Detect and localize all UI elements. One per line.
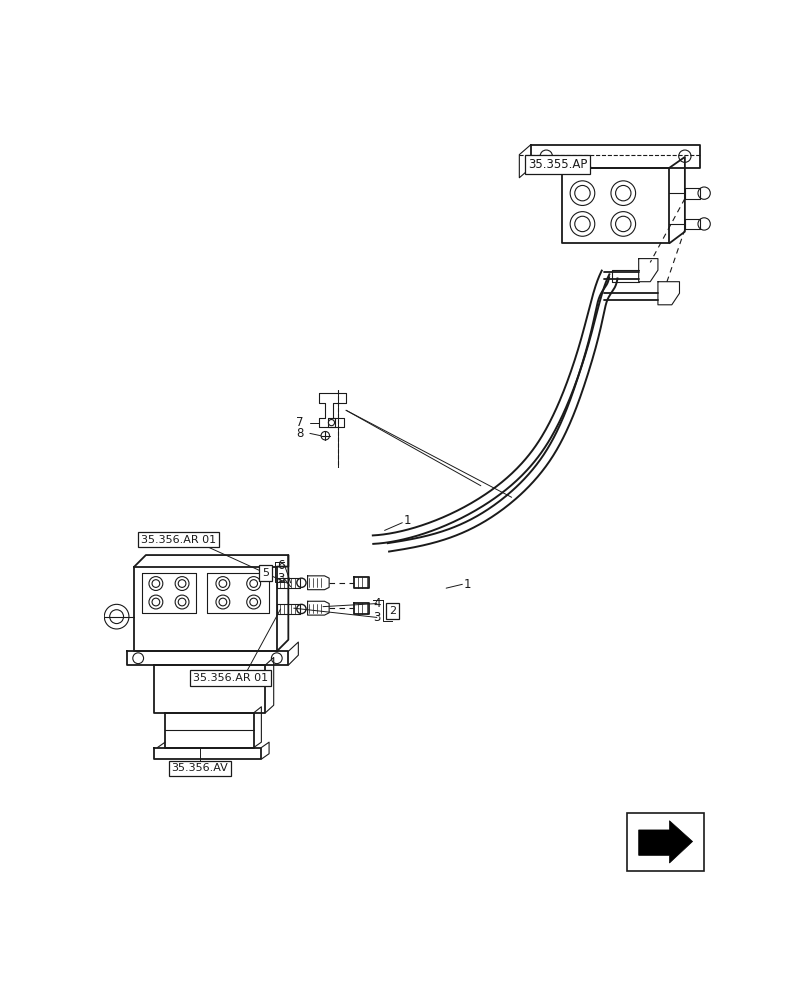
Text: 2: 2 xyxy=(388,606,395,616)
Polygon shape xyxy=(638,821,692,863)
Text: 7: 7 xyxy=(296,416,303,429)
Text: 35.356.AV: 35.356.AV xyxy=(171,763,228,773)
Text: 1: 1 xyxy=(463,578,471,591)
Text: 4: 4 xyxy=(373,597,380,610)
Text: 35.356.AR 01: 35.356.AR 01 xyxy=(140,535,216,545)
Text: 35.356.AR 01: 35.356.AR 01 xyxy=(193,673,268,683)
Text: 6: 6 xyxy=(277,559,285,572)
Text: 5: 5 xyxy=(261,568,268,578)
Text: 1: 1 xyxy=(403,514,411,527)
Text: 3: 3 xyxy=(277,572,285,585)
Text: 35.355.AP: 35.355.AP xyxy=(527,158,587,171)
Text: 3: 3 xyxy=(373,611,380,624)
Bar xyxy=(626,813,703,871)
Text: 8: 8 xyxy=(296,427,303,440)
